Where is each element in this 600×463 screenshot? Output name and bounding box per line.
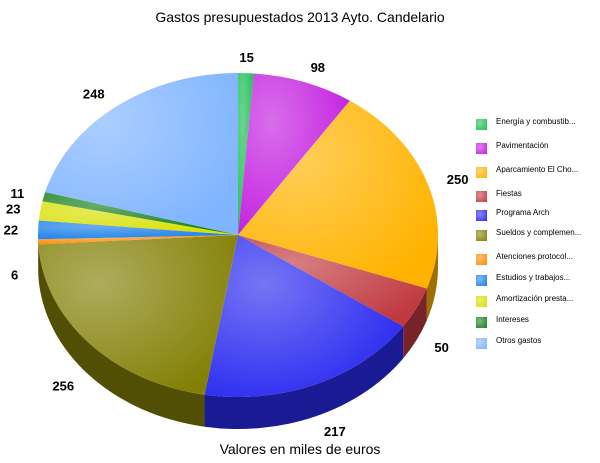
legend-label: Amortización presta... [496,294,574,303]
legend-swatch [476,210,487,221]
legend-label: Atenciones protocol... [496,252,573,261]
pie-slice [238,73,254,235]
pie-slice [45,73,238,235]
legend-label: Otros gastos [496,336,542,345]
legend-label: Energía y combustib... [496,117,576,126]
pie-slice [38,235,238,245]
legend-label: Programa Arch [496,208,550,217]
chart-title: Gastos presupuestados 2013 Ayto. Candela… [155,9,445,25]
legend-swatch [476,317,487,328]
legend-swatch [476,296,487,307]
legend-label: Sueldos y complemen... [496,228,582,237]
pie-slice [238,235,427,327]
pie-slice-side [403,288,427,359]
legend-swatch [476,119,487,130]
pie-slice [238,100,438,289]
legend-swatch [476,230,487,241]
data-label: 250 [447,172,469,187]
pie-slice-side [204,326,404,430]
pie-slice [238,73,350,235]
legend-label: Aparcamiento El Cho... [496,165,579,174]
pie-slice [38,220,239,240]
legend-swatch [476,191,487,202]
data-label: 248 [83,86,105,101]
legend-label: Fiestas [496,189,522,198]
pie-slice [42,192,238,235]
pie-slices [38,73,438,397]
chart-xlabel: Valores en miles de euros [219,441,381,457]
data-label: 23 [6,201,20,216]
data-label: 6 [11,267,18,282]
data-label: 50 [434,340,448,355]
pie-slice [38,235,238,395]
pie-slice [204,235,404,397]
data-label: 22 [4,222,18,237]
data-label: 98 [311,60,325,75]
pie-slice-side [426,235,438,321]
pie-side-walls [38,235,438,430]
data-label: 15 [239,50,253,65]
legend-swatch [476,338,487,349]
data-label: 11 [11,186,25,201]
legend-label: Intereses [496,315,529,324]
legend-swatch [476,167,487,178]
legend-swatch [476,143,487,154]
legend-label: Pavimentación [496,141,549,150]
data-label: 217 [324,424,346,439]
legend-label: Estudios y trabajos... [496,273,571,282]
legend-swatch [476,254,487,265]
pie-slice [38,201,238,235]
pie-slice-side [38,244,205,427]
legend-swatch [476,275,487,286]
data-label: 256 [52,379,74,394]
